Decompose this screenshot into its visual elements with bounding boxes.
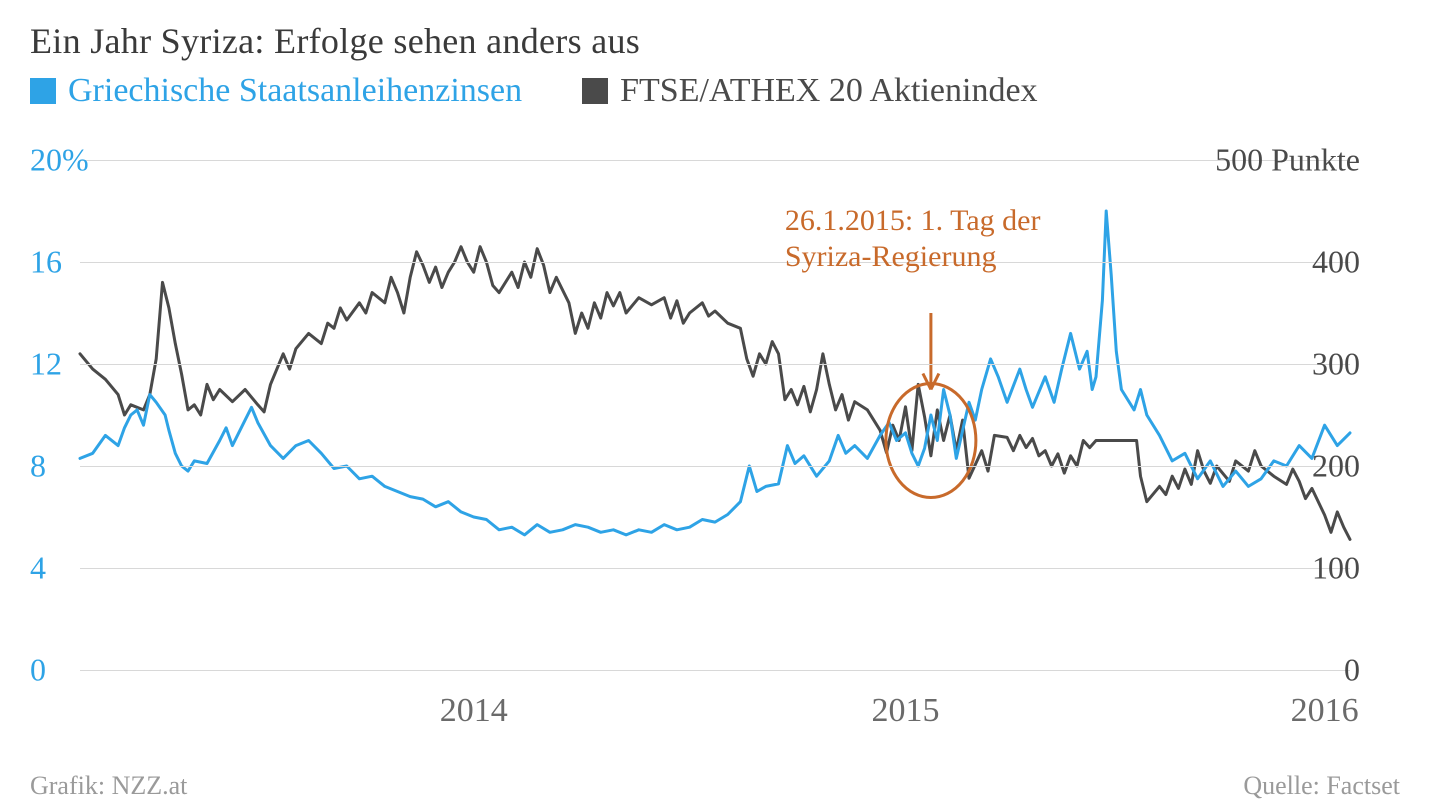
gridline (80, 568, 1350, 569)
chart-svg (80, 160, 1350, 670)
y-axis-left-label: 20% (30, 142, 89, 179)
y-axis-left-label: 4 (30, 550, 46, 587)
y-axis-left-label: 0 (30, 652, 46, 689)
y-axis-right-label: 500 Punkte (1215, 142, 1360, 179)
legend-label-bonds: Griechische Staatsanleihenzinsen (68, 72, 522, 110)
footer-credit: Grafik: NZZ.at (30, 771, 187, 801)
y-axis-right-label: 200 (1312, 448, 1360, 485)
legend: Griechische Staatsanleihenzinsen FTSE/AT… (30, 72, 1410, 110)
gridline (80, 466, 1350, 467)
chart-container: Ein Jahr Syriza: Erfolge sehen anders au… (30, 20, 1410, 790)
gridline (80, 364, 1350, 365)
x-axis-label: 2014 (440, 692, 508, 730)
footer-source: Quelle: Factset (1243, 771, 1400, 801)
gridline (80, 262, 1350, 263)
y-axis-right-label: 100 (1312, 550, 1360, 587)
y-axis-left-label: 8 (30, 448, 46, 485)
legend-item-bonds: Griechische Staatsanleihenzinsen (30, 72, 522, 110)
y-axis-right-label: 0 (1344, 652, 1360, 689)
x-axis-label: 2016 (1291, 692, 1359, 730)
plot-area: 048121620%0100200300400500 Punkte2014201… (80, 160, 1350, 670)
y-axis-left-label: 12 (30, 346, 62, 383)
y-axis-right-label: 300 (1312, 346, 1360, 383)
legend-swatch-index (582, 78, 608, 104)
gridline (80, 670, 1350, 671)
y-axis-right-label: 400 (1312, 244, 1360, 281)
y-axis-left-label: 16 (30, 244, 62, 281)
chart-footer: Grafik: NZZ.at Quelle: Factset (30, 771, 1400, 801)
legend-swatch-bonds (30, 78, 56, 104)
x-axis-label: 2015 (872, 692, 940, 730)
legend-item-index: FTSE/ATHEX 20 Aktienindex (582, 72, 1037, 110)
chart-title: Ein Jahr Syriza: Erfolge sehen anders au… (30, 20, 1410, 62)
annotation-text: 26.1.2015: 1. Tag derSyriza-Regierung (785, 203, 1041, 275)
legend-label-index: FTSE/ATHEX 20 Aktienindex (620, 72, 1037, 110)
gridline (80, 160, 1350, 161)
